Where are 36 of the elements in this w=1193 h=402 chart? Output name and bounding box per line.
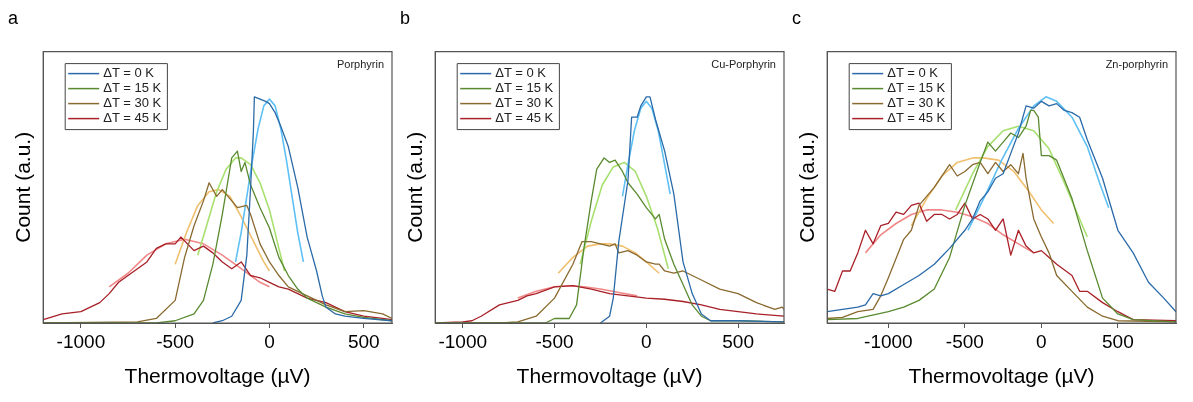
x-tick-label: 0: [641, 330, 652, 352]
legend-label: ΔT = 45 K: [495, 110, 554, 126]
chart-title: c: [792, 7, 801, 28]
x-axis-title: Thermovoltage (µV): [908, 364, 1095, 388]
x-axis-title: Thermovoltage (µV): [516, 364, 703, 388]
legend-label: ΔT = 0 K: [103, 65, 155, 81]
x-tick-label: -1000: [438, 330, 488, 352]
chart-title: b: [400, 7, 411, 28]
x-tick-label: -500: [945, 330, 984, 352]
text: Cu-Porphyrin: [711, 58, 776, 71]
y-axis-title: Count (a.u.): [795, 131, 819, 243]
y-axis-title: Count (a.u.): [11, 131, 35, 243]
y-axis-title: Count (a.u.): [403, 131, 427, 243]
legend-label: ΔT = 30 K: [887, 95, 946, 111]
x-tick-label: 0: [264, 330, 275, 352]
legend-label: ΔT = 30 K: [495, 95, 554, 111]
legend-label: ΔT = 45 K: [887, 110, 946, 126]
legend-label: ΔT = 0 K: [495, 65, 547, 81]
x-tick-label: 500: [347, 330, 380, 352]
text: Zn-porphyrin: [1105, 58, 1168, 71]
x-tick-label: 0: [1036, 330, 1047, 352]
text: Porphyrin: [336, 58, 384, 71]
x-axis-title: Thermovoltage (µV): [124, 364, 311, 388]
x-tick-label: -1000: [56, 330, 106, 352]
legend-label: ΔT = 0 K: [887, 65, 939, 81]
x-tick-label: 500: [1102, 330, 1134, 352]
legend-label: ΔT = 15 K: [887, 80, 946, 96]
legend-label: ΔT = 15 K: [103, 80, 162, 96]
x-tick-label: -500: [535, 330, 574, 352]
x-tick-label: -1000: [864, 330, 913, 352]
chart-title: a: [8, 7, 19, 28]
legend-label: ΔT = 30 K: [103, 95, 162, 111]
x-tick-label: 500: [722, 330, 754, 352]
x-tick-label: -500: [156, 330, 195, 352]
legend-label: ΔT = 15 K: [495, 80, 554, 96]
legend-label: ΔT = 45 K: [103, 110, 162, 126]
